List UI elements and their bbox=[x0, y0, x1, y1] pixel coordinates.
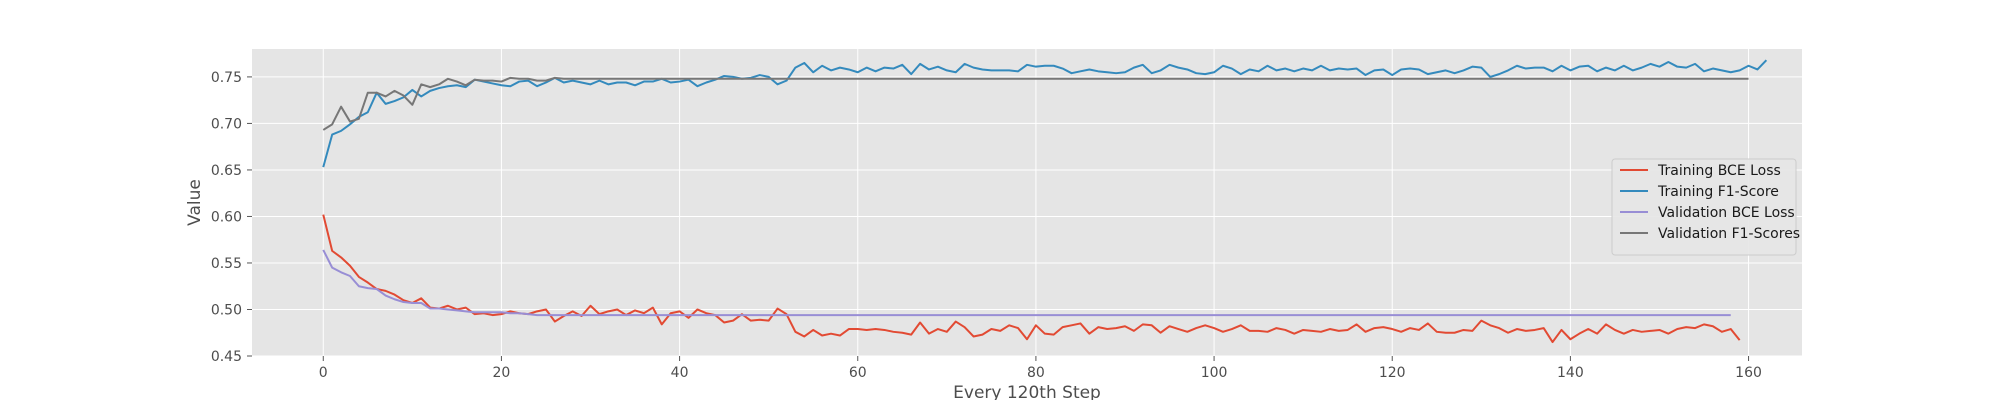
x-tick-label: 160 bbox=[1735, 365, 1762, 381]
legend-box bbox=[1611, 158, 1797, 256]
series-line bbox=[322, 59, 1768, 168]
legend-entry: Validation BCE Loss bbox=[1658, 205, 1795, 221]
series-lines bbox=[322, 59, 1768, 344]
series-line bbox=[322, 214, 1741, 344]
series-line bbox=[322, 249, 1731, 317]
y-tick-label: 0.75 bbox=[211, 70, 242, 86]
y-axis-label: Value bbox=[185, 179, 205, 226]
y-tick-label: 0.55 bbox=[211, 256, 242, 272]
series-line bbox=[322, 76, 1749, 131]
x-tick-label: 140 bbox=[1557, 365, 1584, 381]
legend-entry: Validation F1-Scores bbox=[1658, 226, 1800, 242]
legend-entry: Training F1-Score bbox=[1657, 184, 1779, 200]
x-axis-ticks: 0 20 40 60 80 100 120 140 160 bbox=[319, 356, 1762, 381]
x-axis-label: Every 120th Step bbox=[953, 383, 1101, 400]
legend-entry: Training BCE Loss bbox=[1657, 163, 1781, 179]
y-tick-label: 0.70 bbox=[211, 116, 242, 132]
x-tick-label: 100 bbox=[1201, 365, 1228, 381]
x-tick-label: 60 bbox=[849, 365, 867, 381]
x-tick-label: 80 bbox=[1027, 365, 1045, 381]
y-tick-label: 0.45 bbox=[211, 349, 242, 365]
y-axis-ticks: 0.45 0.50 0.55 0.60 0.65 0.70 0.75 bbox=[211, 70, 252, 365]
x-tick-label: 40 bbox=[671, 365, 689, 381]
x-tick-label: 20 bbox=[493, 365, 511, 381]
plot-background bbox=[252, 49, 1802, 356]
x-tick-label: 0 bbox=[319, 365, 328, 381]
y-tick-label: 0.60 bbox=[211, 209, 242, 225]
y-tick-label: 0.50 bbox=[211, 302, 242, 318]
x-tick-label: 120 bbox=[1379, 365, 1406, 381]
y-tick-label: 0.65 bbox=[211, 163, 242, 179]
legend: Training BCE Loss Training F1-Score Valida… bbox=[1611, 158, 1800, 256]
